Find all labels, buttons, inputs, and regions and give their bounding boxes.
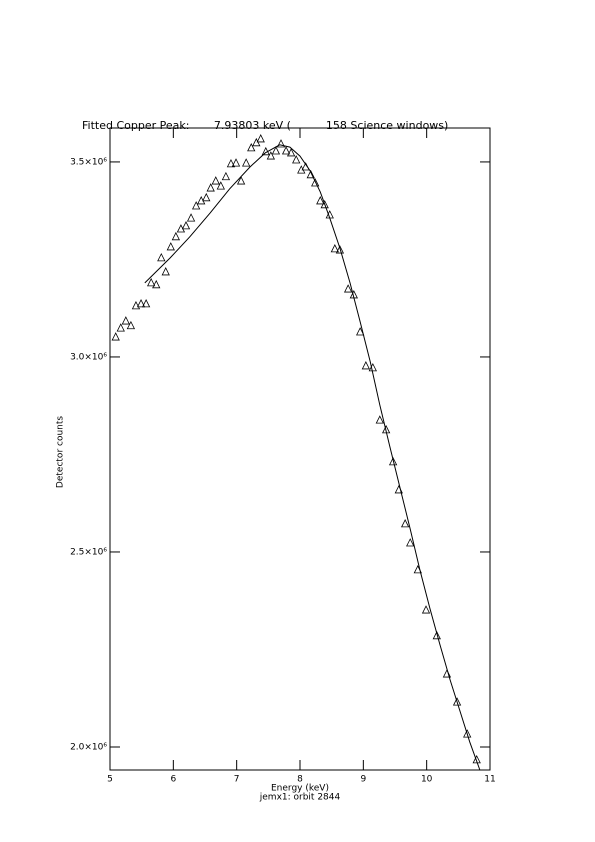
data-point bbox=[181, 221, 191, 230]
data-point bbox=[256, 134, 265, 143]
data-point bbox=[421, 605, 431, 614]
data-point bbox=[221, 171, 231, 181]
data-point bbox=[141, 299, 151, 308]
data-point bbox=[452, 697, 462, 706]
data-point bbox=[252, 137, 261, 147]
data-point bbox=[316, 196, 325, 205]
x-tick-label: 6 bbox=[170, 775, 176, 785]
data-point bbox=[206, 183, 215, 192]
data-point bbox=[432, 630, 441, 640]
data-point bbox=[186, 213, 196, 222]
data-point bbox=[116, 323, 125, 332]
data-point bbox=[136, 299, 146, 308]
subtitle: jemx1: orbit 2844 bbox=[259, 793, 341, 803]
data-point bbox=[356, 327, 365, 336]
data-point bbox=[292, 155, 301, 164]
data-point bbox=[126, 320, 136, 330]
y-tick-label: 3.5×10⁶ bbox=[70, 157, 107, 167]
data-point bbox=[400, 518, 410, 528]
y-tick-label: 2.5×10⁶ bbox=[70, 547, 107, 557]
data-point bbox=[361, 361, 371, 370]
data-point bbox=[343, 284, 353, 293]
data-point bbox=[330, 244, 339, 253]
y-tick-label: 2.0×10⁶ bbox=[70, 742, 107, 752]
x-tick-label: 5 bbox=[107, 775, 113, 785]
data-point bbox=[472, 754, 481, 764]
x-tick-label: 9 bbox=[360, 775, 366, 785]
data-point bbox=[311, 178, 320, 187]
data-point bbox=[191, 201, 201, 210]
data-point bbox=[157, 252, 166, 262]
x-axis-label: Energy (keV) bbox=[271, 784, 329, 794]
data-point bbox=[211, 176, 220, 185]
data-point bbox=[231, 158, 241, 167]
data-point bbox=[161, 267, 170, 276]
data-point bbox=[216, 181, 225, 190]
x-tick-label: 8 bbox=[297, 775, 303, 785]
data-point bbox=[242, 158, 251, 167]
x-tick-label: 11 bbox=[484, 775, 495, 785]
data-point bbox=[152, 279, 161, 289]
data-point bbox=[131, 300, 141, 310]
data-point bbox=[266, 151, 276, 160]
data-point bbox=[406, 538, 415, 547]
y-axis-label: Detector counts bbox=[56, 416, 66, 488]
data-point bbox=[320, 199, 329, 209]
fit-line bbox=[144, 144, 481, 771]
data-point bbox=[111, 332, 120, 341]
data-point bbox=[281, 146, 291, 155]
data-point bbox=[171, 231, 181, 241]
data-point bbox=[306, 169, 315, 179]
data-point bbox=[463, 729, 472, 738]
data-point bbox=[236, 176, 246, 185]
data-point bbox=[121, 316, 130, 325]
data-point bbox=[335, 245, 345, 254]
x-tick-label: 7 bbox=[234, 775, 240, 785]
y-tick-label: 3.0×10⁶ bbox=[70, 352, 107, 362]
data-point bbox=[375, 415, 384, 424]
data-point bbox=[276, 139, 286, 148]
data-point bbox=[388, 456, 398, 466]
data-point bbox=[202, 192, 211, 202]
data-point bbox=[286, 148, 296, 157]
x-tick-label: 10 bbox=[421, 775, 433, 785]
data-point bbox=[166, 242, 175, 251]
data-point bbox=[147, 277, 156, 287]
data-point bbox=[226, 158, 236, 168]
data-point bbox=[271, 146, 281, 155]
data-point bbox=[247, 142, 256, 152]
chart-title: Fitted Copper Peak: 7.93803 keV ( 158 Sc… bbox=[82, 119, 448, 132]
